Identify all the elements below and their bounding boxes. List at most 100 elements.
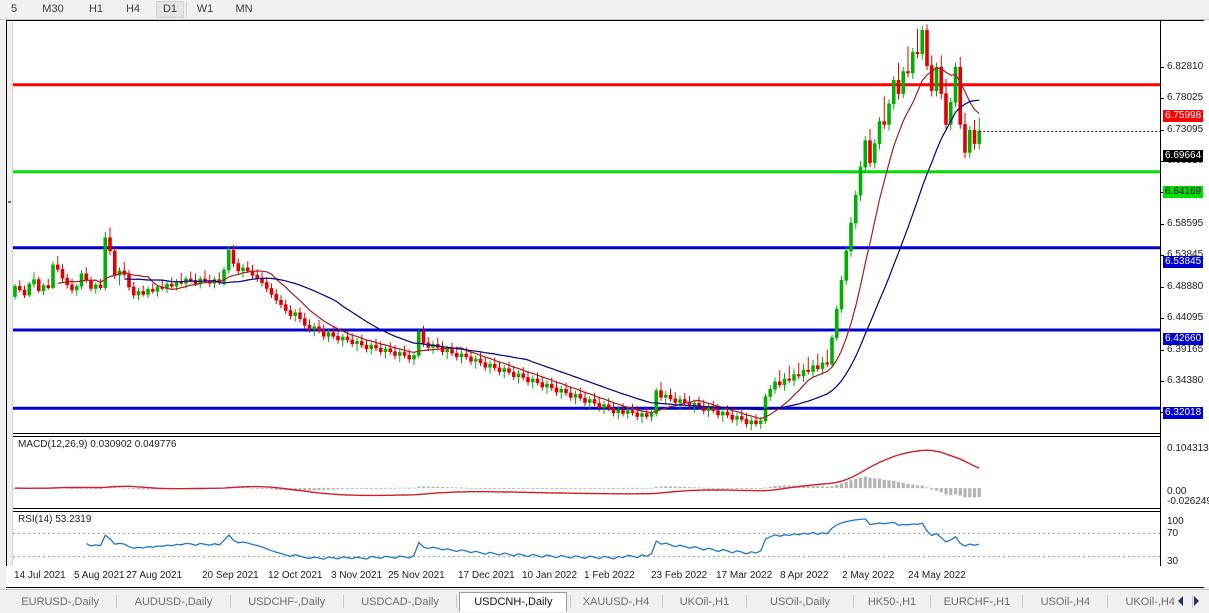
price-tick-label: 6.78025 [1167, 92, 1204, 103]
price-tick [1160, 412, 1164, 413]
tab-divider [342, 595, 344, 608]
date-label: 2 May 2022 [842, 570, 895, 581]
timeframe-h1[interactable]: H1 [88, 3, 104, 15]
time-scale[interactable]: 14 Jul 2021 5 Aug 2021 27 Aug 2021 20 Sep 2… [6, 566, 1204, 587]
arrow-right-icon[interactable] [1194, 596, 1199, 606]
symbol-tab-usdchfdaily[interactable]: USDCHF-,Daily [248, 596, 326, 608]
tab-divider [1107, 595, 1109, 608]
price-tick-label: 6.48880 [1167, 281, 1204, 292]
date-label: 12 Oct 2021 [268, 570, 323, 581]
tab-divider [229, 595, 231, 608]
price-level-tag[interactable]: 6.42660 [1163, 333, 1204, 345]
price-tick [1160, 287, 1164, 288]
price-tick [1160, 255, 1164, 256]
pane-divider-2 [13, 508, 1160, 509]
date-label: 23 Feb 2022 [651, 570, 708, 581]
price-tick-label: 6.58595 [1167, 218, 1204, 229]
date-label: 1 Feb 2022 [584, 570, 635, 581]
timeframe-h4[interactable]: H4 [125, 3, 141, 15]
price-tick-label: 6.73095 [1167, 124, 1204, 135]
tab-divider [930, 595, 932, 608]
timeframe-m30[interactable]: M30 [42, 3, 64, 15]
price-tick [1160, 224, 1164, 225]
date-label: 24 May 2022 [908, 570, 966, 581]
symbol-tab-usoildaily[interactable]: USOil-,Daily [770, 596, 830, 608]
price-level-tag[interactable]: 6.53845 [1163, 256, 1204, 268]
price-tick-label: 6.44095 [1167, 312, 1204, 323]
symbol-tab-xauusdh4[interactable]: XAUUSD-,H4 [582, 596, 650, 608]
date-label: 27 Aug 2021 [126, 570, 183, 581]
date-label: 17 Dec 2021 [458, 570, 515, 581]
price-level-tag[interactable]: 6.32018 [1163, 407, 1204, 419]
date-label: 20 Sep 2021 [202, 570, 259, 581]
price-tick [1160, 98, 1164, 99]
date-label: 8 Apr 2022 [780, 570, 829, 581]
scrollbar-thumb[interactable] [8, 201, 11, 203]
date-label: 3 Nov 2021 [331, 570, 383, 581]
symbol-tab-hk50h1[interactable]: HK50-,H1 [867, 596, 917, 608]
price-scale-line [1160, 21, 1161, 587]
price-tick [1160, 192, 1164, 193]
symbol-tab-ukoilh1[interactable]: UKOil-,H1 [679, 596, 730, 608]
price-tick [1160, 161, 1164, 162]
symbol-tab-usdcnhdaily[interactable]: USDCNH-,Daily [459, 592, 568, 612]
date-label: 25 Nov 2021 [388, 570, 445, 581]
date-label: 10 Jan 2022 [522, 570, 578, 581]
pane-divider-2b [13, 511, 1160, 512]
symbol-tab-eurchfh1[interactable]: EURCHF-,H1 [943, 596, 1011, 608]
tab-divider [661, 595, 663, 608]
symbol-tab-audusddaily[interactable]: AUDUSD-,Daily [134, 596, 213, 608]
timeframe-toolbar: 5 M30 H1 H4 D1 W1 MN [0, 0, 1209, 20]
price-tick [1160, 130, 1164, 131]
price-level-tag[interactable]: 6.75998 [1163, 110, 1204, 122]
price-level-tag[interactable]: 6.69664 [1163, 150, 1204, 162]
date-label: 14 Jul 2021 [14, 570, 66, 581]
tab-divider [1022, 595, 1024, 608]
pane-divider-1b [13, 436, 1160, 437]
price-tick-label: 6.34380 [1167, 375, 1204, 386]
arrow-left-icon[interactable] [1178, 596, 1183, 606]
macd-axis-label: 0.00 [1167, 486, 1187, 497]
rsi-axis-label: 70 [1167, 528, 1179, 539]
timeframe-d1[interactable]: D1 [156, 1, 184, 18]
price-tick [1160, 350, 1164, 351]
price-level-tag[interactable]: 6.64169 [1163, 186, 1204, 198]
price-tick-label: 6.82810 [1167, 61, 1204, 72]
price-tick-label: 6.53845 [1167, 249, 1204, 260]
symbol-tab-usoilh4[interactable]: USOil-,H4 [1040, 596, 1091, 608]
tab-divider [1192, 595, 1194, 608]
tab-divider [116, 595, 118, 608]
symbol-tab-ukoilh4[interactable]: UKOil-,H4 [1125, 596, 1175, 608]
timeframe-5[interactable]: 5 [10, 3, 18, 15]
tab-divider [746, 595, 748, 608]
candlestick-chart [13, 24, 1160, 431]
price-scale[interactable]: 6.828106.780256.730956.683106.635256.585… [1160, 21, 1209, 587]
macd-label: MACD(12,26,9) 0.030902 0.049776 [18, 439, 177, 450]
macd-pane[interactable]: MACD(12,26,9) 0.030902 0.049776 [13, 437, 1160, 508]
price-tick [1160, 318, 1164, 319]
vertical-scrollbar[interactable] [7, 21, 13, 587]
timeframe-w1[interactable]: W1 [196, 3, 214, 15]
price-tick-label: 6.39165 [1167, 344, 1204, 355]
symbol-tab-bar: EURUSD-,Daily AUDUSD-,Daily USDCHF-,Daily U… [0, 589, 1209, 613]
price-tick [1160, 67, 1164, 68]
rsi-axis-label: 100 [1167, 516, 1184, 527]
macd-indicator-chart [13, 449, 981, 498]
macd-axis-label: 0.104313 [1167, 443, 1209, 454]
rsi-indicator-chart [13, 518, 1160, 560]
rsi-label: RSI(14) 53.2319 [18, 514, 92, 525]
toolbar-divider [186, 2, 187, 17]
symbol-tab-usdcaddaily[interactable]: USDCAD-,Daily [361, 596, 439, 608]
tab-divider [456, 595, 458, 608]
tab-divider [569, 595, 571, 608]
rsi-axis-label: 30 [1167, 556, 1179, 567]
macd-axis-label: -0.026249 [1167, 496, 1209, 507]
timeframe-mn[interactable]: MN [235, 3, 253, 15]
date-label: 17 Mar 2022 [716, 570, 773, 581]
tab-divider [852, 595, 854, 608]
price-pane[interactable] [13, 22, 1160, 433]
pane-divider-1 [13, 433, 1160, 434]
symbol-tab-eurusddaily[interactable]: EURUSD-,Daily [21, 596, 99, 608]
chart-window: ▲USDCNH-,Daily6.67501 6.71270 6.67194 6.… [6, 20, 1209, 588]
